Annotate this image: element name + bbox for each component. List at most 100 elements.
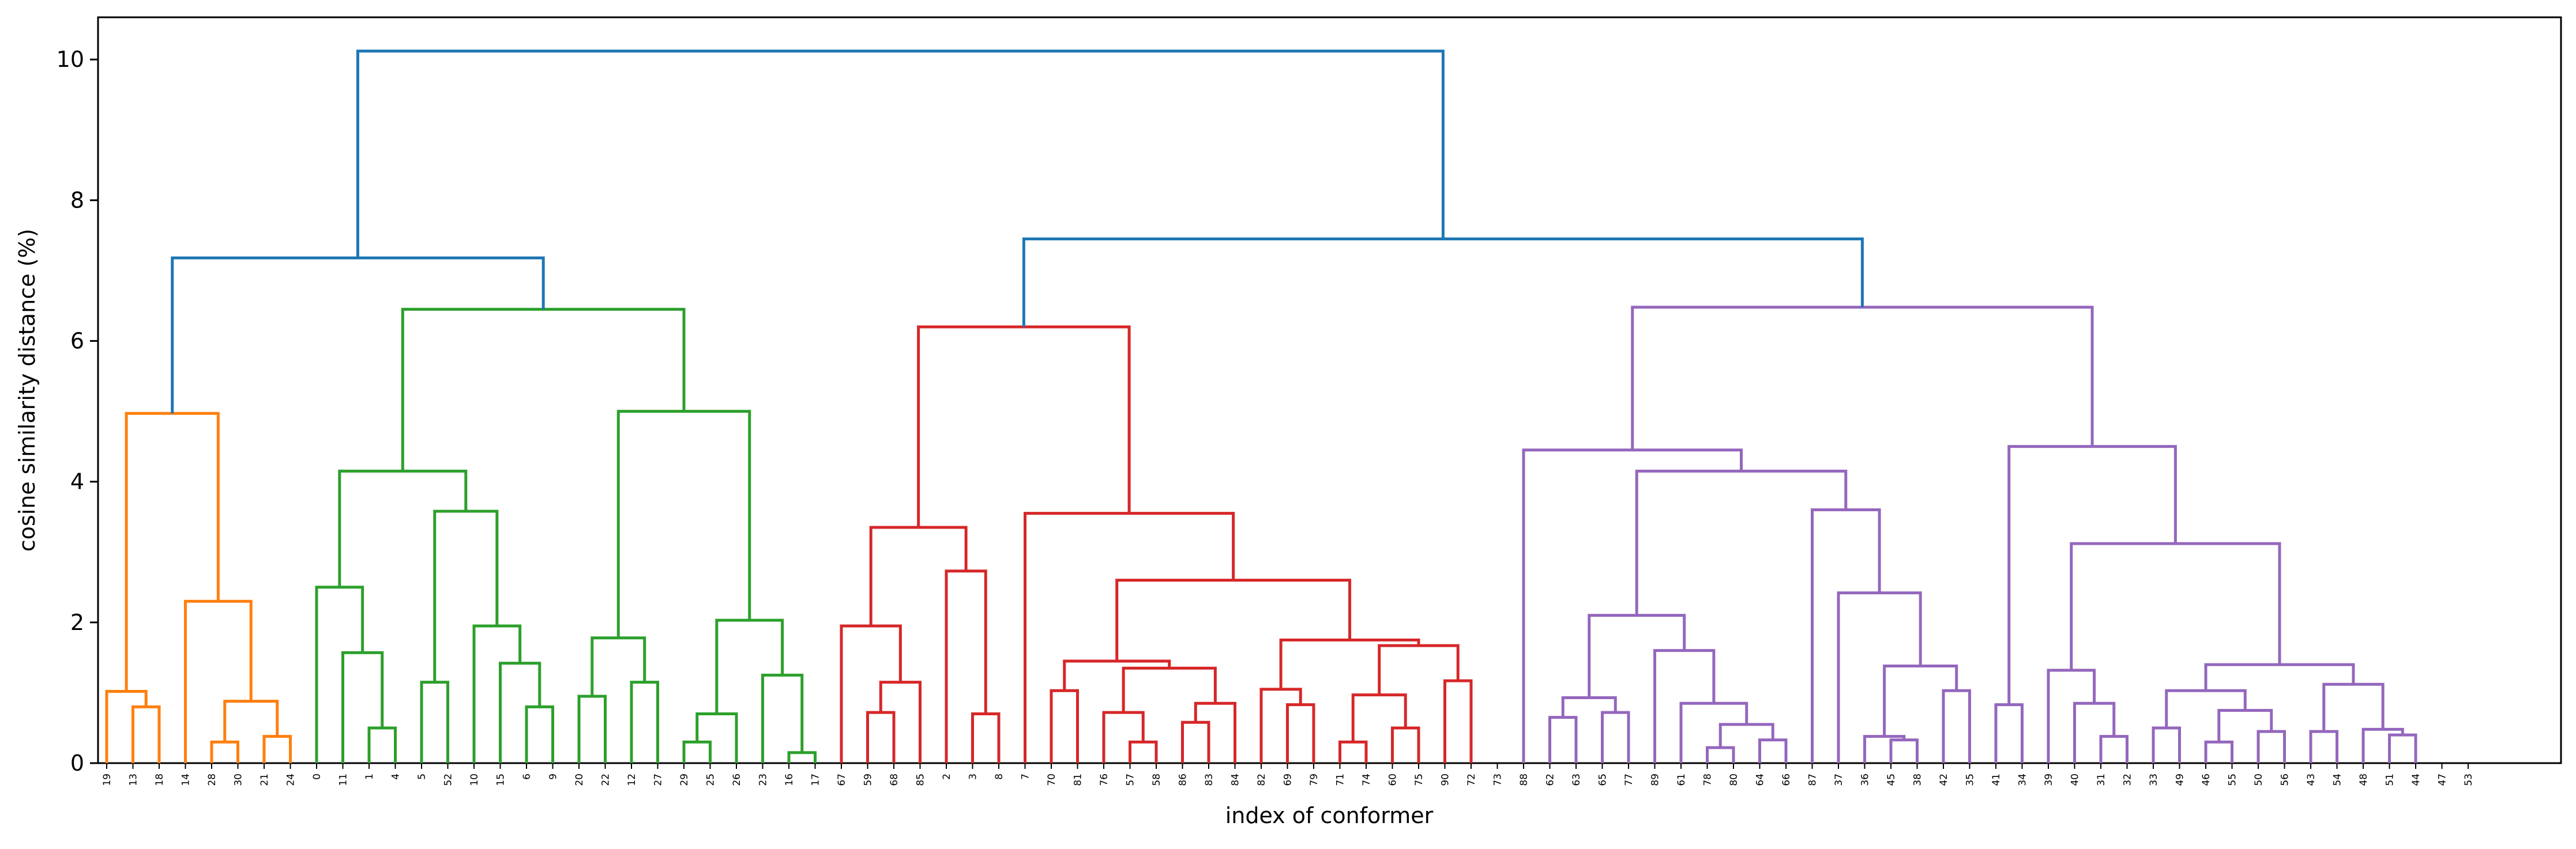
- x-axis: 19 13 18 14 28 30 21 24 0 11 1 4 5 52 10 15 6 9 20 22 12 27 29…: [101, 763, 2475, 786]
- dendrogram-link: [1635, 469, 1848, 616]
- dendrogram-link: [695, 712, 738, 763]
- dendrogram-link: [125, 412, 220, 692]
- x-tick-label: 77: [1623, 773, 1635, 786]
- x-tick-label: 33: [2148, 773, 2160, 786]
- x-tick-label: 31: [2096, 773, 2107, 786]
- y-tick-label: 0: [70, 750, 84, 776]
- x-tick-label: 6: [521, 773, 533, 780]
- x-tick-label: 40: [2070, 773, 2081, 786]
- x-tick-label: 48: [2358, 773, 2370, 786]
- dendrogram-link: [715, 618, 784, 714]
- dendrogram-link: [2070, 542, 2281, 670]
- dendrogram-link: [338, 469, 468, 587]
- plot-area: [97, 16, 2562, 764]
- x-tick-label: 37: [1833, 773, 1845, 786]
- dendrogram-link: [2322, 682, 2385, 732]
- x-tick-label: 74: [1361, 773, 1372, 786]
- dendrogram-link: [433, 510, 499, 682]
- x-tick-label: 46: [2201, 773, 2212, 786]
- dendrogram-link: [616, 410, 751, 638]
- x-tick-label: 22: [600, 773, 612, 786]
- x-tick-label: 27: [653, 773, 664, 786]
- x-tick-label: 9: [548, 773, 559, 780]
- dendrogram-link: [945, 569, 987, 763]
- dendrogram-link: [1631, 305, 2094, 450]
- x-tick-label: 18: [154, 773, 166, 786]
- dendrogram-links: [105, 50, 2417, 763]
- dendrogram-link: [1351, 693, 1407, 742]
- dendrogram-link: [971, 712, 1001, 763]
- x-tick-label: 20: [574, 773, 585, 786]
- y-tick-label: 6: [70, 329, 84, 354]
- x-tick-label: 60: [1387, 773, 1399, 786]
- x-tick-label: 86: [1178, 773, 1189, 786]
- x-tick-label: 62: [1545, 773, 1556, 786]
- x-tick-label: 66: [1781, 773, 1792, 786]
- x-tick-label: 21: [259, 773, 270, 786]
- y-axis-label: cosine similarity distance (%): [14, 229, 40, 552]
- x-tick-label: 52: [443, 773, 454, 786]
- dendrogram-link: [2388, 733, 2417, 763]
- x-tick-label: 25: [705, 773, 717, 786]
- x-tick-label: 44: [2410, 773, 2422, 786]
- x-tick-label: 28: [206, 773, 218, 786]
- x-tick-label: 57: [1125, 773, 1137, 786]
- dendrogram-link: [761, 673, 804, 763]
- dendrogram-link: [682, 740, 712, 763]
- dendrogram-link: [1194, 701, 1236, 763]
- x-tick-label: 83: [1204, 773, 1215, 786]
- x-tick-label: 59: [863, 773, 874, 786]
- x-tick-label: 8: [994, 773, 1005, 780]
- x-tick-label: 55: [2227, 773, 2239, 786]
- x-tick-label: 4: [390, 773, 402, 780]
- x-tick-label: 24: [285, 773, 297, 786]
- dendrogram-link: [787, 751, 817, 763]
- dendrogram-link: [2073, 701, 2116, 763]
- dendrogram-link: [1181, 720, 1210, 763]
- x-tick-label: 47: [2437, 773, 2449, 786]
- dendrogram-link: [1758, 738, 1788, 763]
- x-tick-label: 3: [968, 773, 979, 780]
- x-tick-label: 50: [2253, 773, 2265, 786]
- x-tick-label: 16: [784, 773, 795, 786]
- y-tick-label: 4: [70, 469, 84, 495]
- x-tick-label: 26: [731, 773, 743, 786]
- dendrogram-link: [1883, 665, 1958, 737]
- x-tick-label: 36: [1860, 773, 1871, 786]
- x-tick-label: 45: [1886, 773, 1897, 786]
- x-tick-label: 88: [1518, 773, 1530, 786]
- dendrogram-link: [1279, 638, 1420, 689]
- x-tick-label: 81: [1073, 773, 1084, 786]
- dendrogram-link: [1837, 591, 1922, 763]
- x-tick-label: 54: [2332, 773, 2344, 786]
- x-tick-label: 76: [1099, 773, 1110, 786]
- x-tick-label: 43: [2306, 773, 2317, 786]
- y-tick-label: 10: [57, 47, 84, 72]
- dendrogram-link: [1889, 738, 1919, 763]
- x-tick-label: 80: [1728, 773, 1740, 786]
- x-tick-label: 90: [1440, 773, 1451, 786]
- x-tick-label: 0: [311, 773, 323, 780]
- x-tick-label: 70: [1046, 773, 1058, 786]
- dendrogram-link: [1286, 703, 1315, 763]
- x-tick-label: 69: [1283, 773, 1294, 786]
- dendrogram-link: [1561, 696, 1617, 718]
- dendrogram-link: [1022, 237, 1864, 327]
- x-tick-label: 10: [469, 773, 480, 786]
- x-tick-label: 73: [1492, 773, 1504, 786]
- x-tick-label: 78: [1702, 773, 1714, 786]
- dendrogram-link: [866, 711, 896, 763]
- x-tick-label: 39: [2043, 773, 2055, 786]
- dendrogram-link: [591, 636, 646, 697]
- x-tick-label: 41: [1991, 773, 2002, 786]
- x-tick-label: 49: [2175, 773, 2186, 786]
- x-tick-label: 84: [1230, 773, 1242, 786]
- dendrogram-link: [1338, 740, 1368, 763]
- x-tick-label: 72: [1466, 773, 1477, 786]
- x-tick-label: 42: [1938, 773, 1950, 786]
- x-tick-label: 5: [416, 773, 428, 780]
- x-tick-label: 34: [2017, 773, 2029, 786]
- x-axis-label: index of conformer: [1225, 803, 1434, 828]
- x-tick-label: 75: [1413, 773, 1425, 786]
- y-tick-label: 2: [70, 610, 84, 635]
